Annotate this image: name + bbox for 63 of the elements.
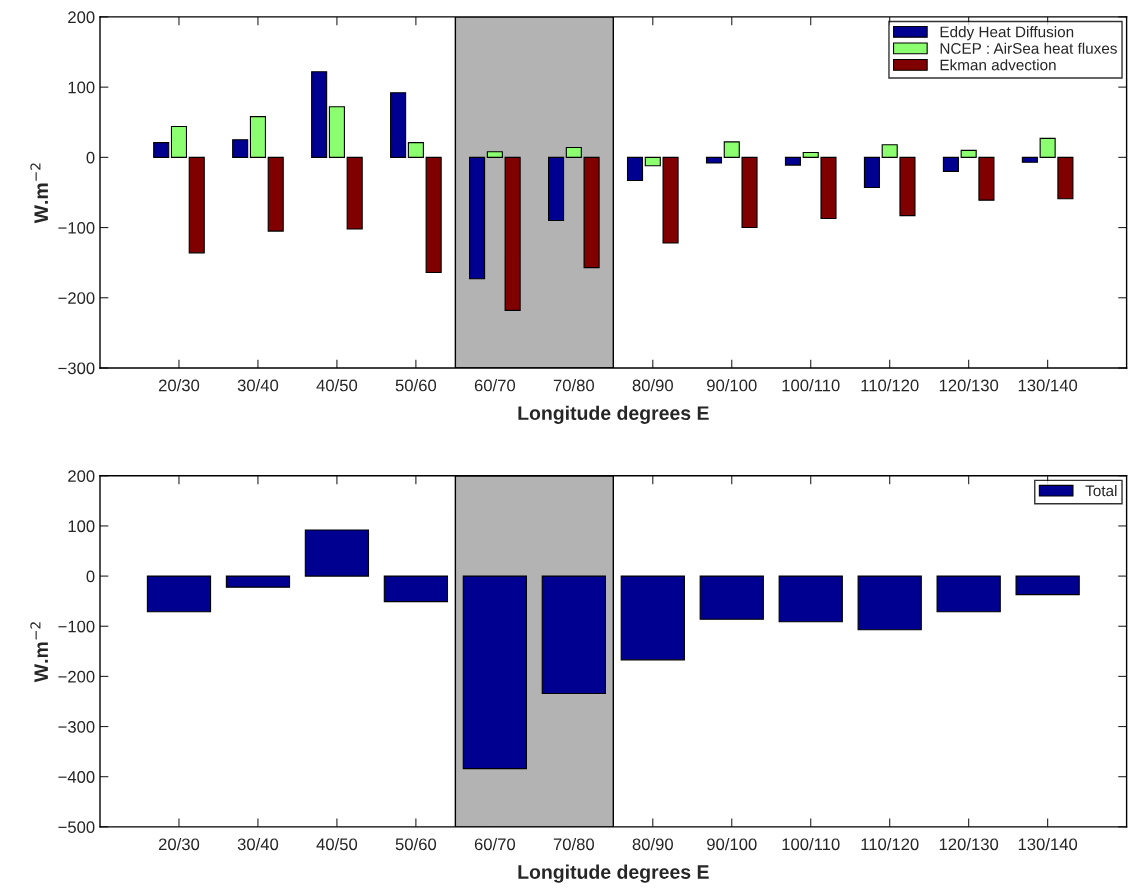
bar	[705, 156, 723, 164]
x-axis-title: Longitude degrees E	[518, 405, 709, 424]
x-tick-label: 60/70	[474, 379, 516, 392]
x-tick-label: 60/70	[474, 837, 516, 851]
bar	[170, 125, 188, 158]
y-tick-label: 200	[68, 11, 95, 24]
y-tick-label: −500	[58, 821, 95, 834]
y-tick-label: 0	[86, 151, 95, 164]
x-tick-label: 40/50	[316, 837, 358, 851]
bar	[942, 156, 959, 172]
y-tick-label: −100	[58, 221, 95, 234]
x-tick-label: 20/30	[158, 379, 200, 392]
bar	[469, 156, 486, 280]
x-tick-label: 30/40	[237, 837, 279, 851]
bar	[346, 156, 363, 230]
bar	[626, 156, 644, 182]
x-tick-label: 90/100	[707, 379, 757, 392]
legend-label: Eddy Heat Diffusion	[940, 26, 1074, 41]
x-tick-label: 130/140	[1018, 837, 1078, 851]
x-tick-label: 120/130	[939, 379, 999, 392]
bar	[249, 116, 267, 158]
bar	[188, 156, 205, 254]
x-tick-label: 40/50	[316, 379, 358, 392]
y-tick-label: 100	[68, 81, 95, 94]
y-tick-label: −400	[58, 771, 95, 783]
x-tick-label: 70/80	[553, 379, 595, 392]
x-tick-label: 130/140	[1018, 379, 1078, 392]
x-tick-label: 80/90	[632, 837, 673, 851]
y-axis-title: W.m$^{−2}$	[30, 163, 48, 224]
x-tick-label: 50/60	[395, 837, 437, 851]
x-tick-label: 50/60	[395, 379, 437, 392]
y-tick-label: −300	[58, 720, 95, 733]
legend-label: Total	[1085, 484, 1117, 497]
x-tick-label: 110/120	[861, 837, 919, 851]
y-tick-label: 0	[86, 570, 95, 583]
y-tick-label: 100	[68, 520, 95, 533]
bar	[547, 156, 565, 222]
x-tick-label: 20/30	[158, 837, 200, 851]
x-tick-label: 70/80	[553, 837, 595, 851]
x-axis-title: Longitude degrees E	[518, 864, 709, 883]
y-tick-label: −200	[58, 292, 95, 304]
y-axis-title: W.m$^{−2}$	[30, 622, 48, 683]
bar	[390, 92, 407, 158]
y-tick-label: 200	[68, 470, 95, 482]
bar	[153, 142, 170, 158]
x-tick-label: 120/130	[939, 837, 999, 851]
y-tick-label: −200	[58, 670, 95, 683]
bar	[784, 156, 802, 166]
legend-label: NCEP : AirSea heat fluxes	[940, 42, 1117, 54]
x-tick-label: 100/110	[782, 379, 840, 392]
x-tick-label: 90/100	[707, 837, 757, 851]
bar	[232, 139, 249, 158]
bar	[311, 71, 328, 158]
bar	[328, 106, 345, 158]
bar	[267, 156, 284, 232]
y-tick-label: −100	[58, 620, 95, 633]
y-tick-label: −300	[58, 362, 95, 375]
legend-label: Ekman advection	[940, 59, 1056, 71]
x-tick-label: 30/40	[237, 379, 279, 392]
bar	[863, 156, 880, 189]
x-tick-label: 80/90	[632, 379, 673, 392]
x-tick-label: 100/110	[782, 837, 840, 851]
x-tick-label: 110/120	[861, 379, 919, 392]
